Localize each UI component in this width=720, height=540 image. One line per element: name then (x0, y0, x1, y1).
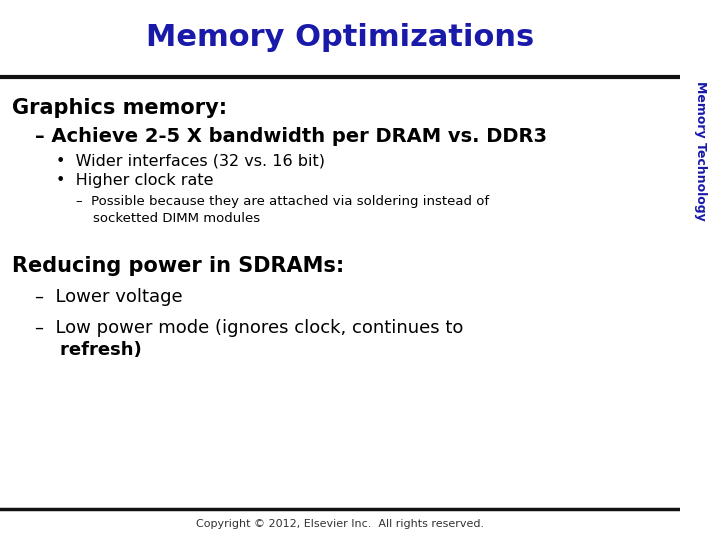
Text: socketted DIMM modules: socketted DIMM modules (76, 212, 261, 225)
Text: Memory Technology: Memory Technology (693, 82, 707, 221)
Text: Memory Optimizations: Memory Optimizations (146, 23, 534, 52)
Text: •  Wider interfaces (32 vs. 16 bit): • Wider interfaces (32 vs. 16 bit) (55, 153, 325, 168)
Text: Copyright © 2012, Elsevier Inc.  All rights reserved.: Copyright © 2012, Elsevier Inc. All righ… (196, 519, 485, 529)
Text: –  Lower voltage: – Lower voltage (35, 288, 183, 306)
Text: Graphics memory:: Graphics memory: (12, 98, 228, 118)
Text: –  Possible because they are attached via soldering instead of: – Possible because they are attached via… (76, 195, 490, 208)
Text: Reducing power in SDRAMs:: Reducing power in SDRAMs: (12, 255, 344, 276)
Text: –  Low power mode (ignores clock, continues to: – Low power mode (ignores clock, continu… (35, 319, 464, 337)
Text: •  Higher clock rate: • Higher clock rate (55, 173, 213, 188)
Text: – Achieve 2-5 X bandwidth per DRAM vs. DDR3: – Achieve 2-5 X bandwidth per DRAM vs. D… (35, 126, 547, 146)
Text: refresh): refresh) (35, 341, 142, 359)
